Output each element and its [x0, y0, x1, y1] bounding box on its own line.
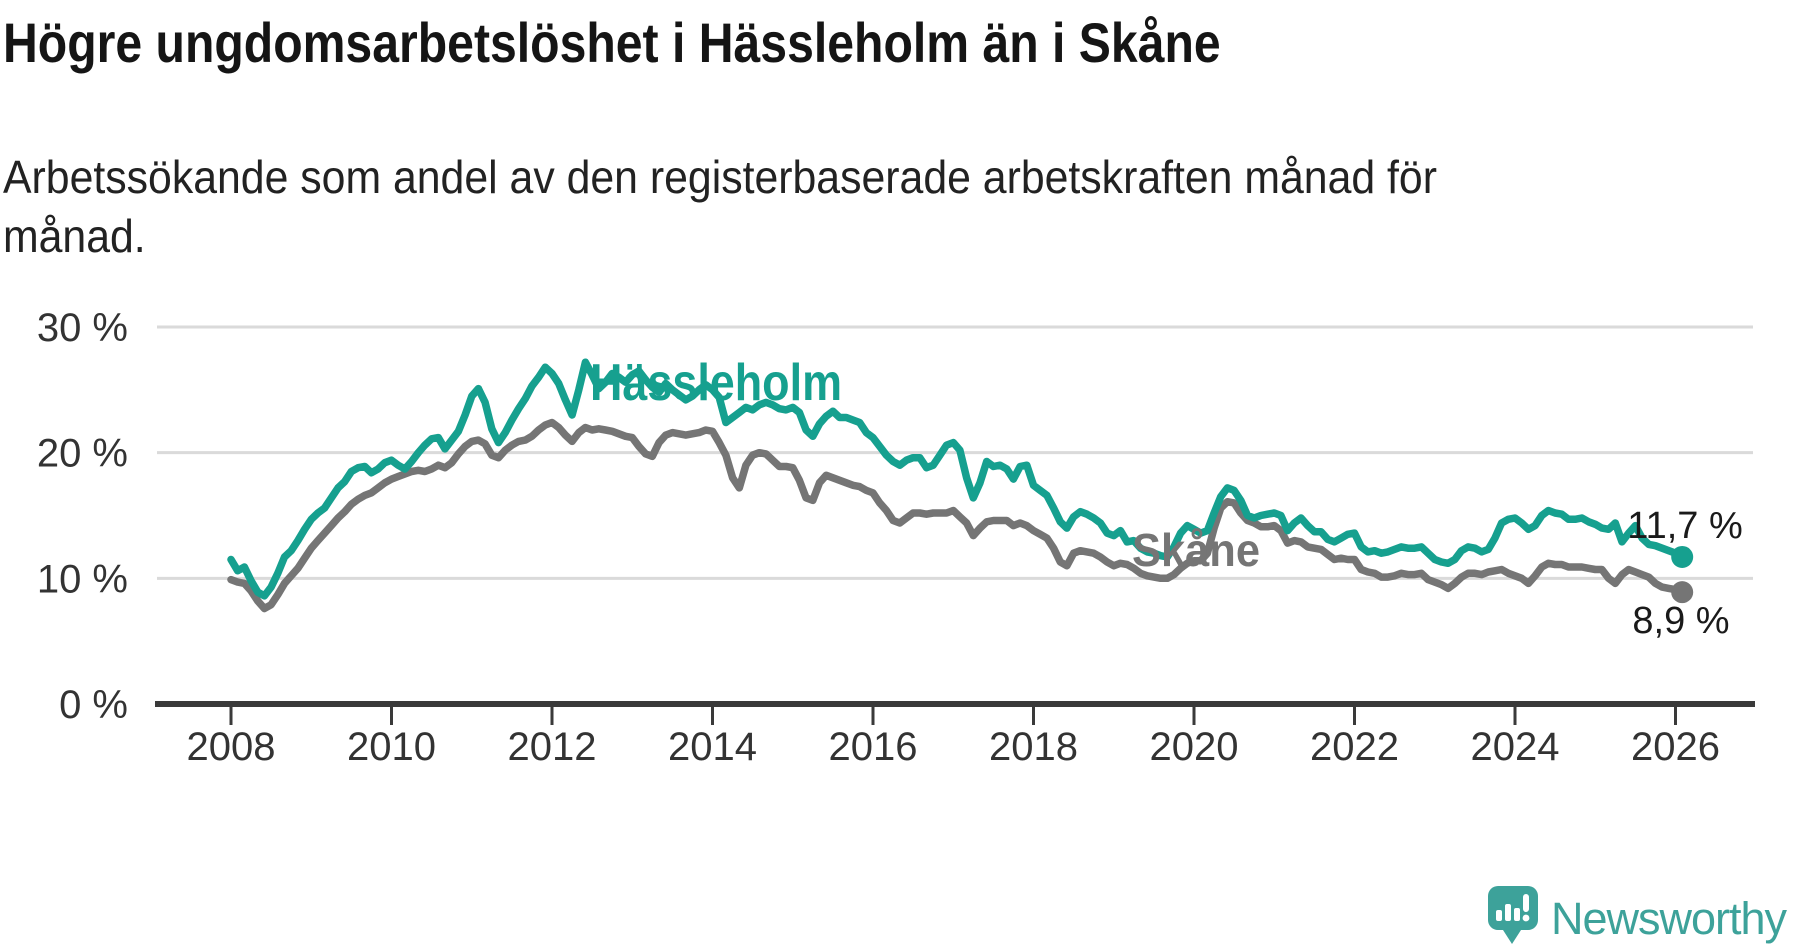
- x-tick-label-2020: 2020: [1150, 725, 1239, 769]
- line-skåne: [227, 418, 1686, 613]
- x-tick-label-2008: 2008: [187, 725, 276, 769]
- x-tick-label-2010: 2010: [347, 725, 436, 769]
- y-tick-label-0: 0 %: [59, 683, 128, 727]
- end-dot-hässleholm: [1671, 545, 1694, 568]
- chart-generated-layer: 2008 2010 2012 2014 2016 2018 2020 2022 2024 2026…: [37, 306, 1755, 769]
- newsworthy-logo-text: Newsworthy: [1551, 893, 1787, 944]
- end-value-label-skane: 8,9 %: [1632, 600, 1729, 642]
- chart-title: Högre ungdomsarbetslöshet i Hässleholm ä…: [3, 11, 1221, 74]
- series-label-skane: Skåne: [1132, 524, 1260, 576]
- newsworthy-logo-icon: [1488, 886, 1538, 944]
- line-hässleholm: [227, 358, 1686, 600]
- x-tick-label-2024: 2024: [1471, 725, 1560, 769]
- x-tick-label-2026: 2026: [1631, 725, 1720, 769]
- y-tick-label-30: 30 %: [37, 306, 128, 350]
- x-tick-label-2022: 2022: [1310, 725, 1399, 769]
- x-tick-label-2016: 2016: [829, 725, 918, 769]
- logo-bar-1: [1496, 910, 1502, 921]
- x-tick-label-2018: 2018: [989, 725, 1078, 769]
- logo-bubble: [1488, 886, 1538, 944]
- series-label-hassleholm: Hässleholm: [590, 354, 842, 412]
- y-tick-label-10: 10 %: [37, 557, 128, 601]
- logo-exclamation-stem: [1523, 894, 1529, 912]
- x-tick-label-2012: 2012: [508, 725, 597, 769]
- x-tick-label-2014: 2014: [668, 725, 757, 769]
- logo-bar-3: [1514, 908, 1520, 921]
- chart-subtitle: Arbetssökande som andel av den registerb…: [3, 151, 1437, 262]
- end-dot-skåne: [1671, 581, 1694, 604]
- end-value-label-hassleholm: 11,7 %: [1627, 505, 1742, 547]
- y-tick-label-20: 20 %: [37, 432, 128, 476]
- logo-bar-2: [1505, 904, 1511, 921]
- logo-exclamation-dot: [1522, 914, 1530, 922]
